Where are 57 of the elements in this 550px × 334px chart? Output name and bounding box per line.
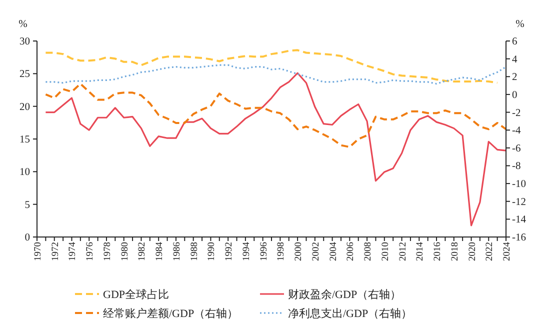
y2-tick-label: -8 [512, 161, 521, 172]
y-tick-label: 5 [24, 200, 30, 211]
y2-tick-label: -6 [512, 143, 521, 154]
y-tick-label: 15 [20, 134, 30, 146]
legend-label: 净利息支出/GDP（右轴） [288, 307, 412, 320]
x-tick-label: 2020 [468, 242, 478, 261]
y2-tick-label: -2 [512, 108, 521, 119]
y2-tick-label: -10 [512, 179, 526, 190]
y2-tick-label: 4 [512, 54, 518, 66]
line-series [44, 64, 507, 85]
line-series [44, 82, 507, 148]
legend-label: 财政盈余/GDP（右轴） [288, 288, 402, 301]
x-tick-label: 2012 [398, 242, 408, 261]
y2-tick-label: -12 [512, 196, 526, 208]
y2-tick-label: -4 [512, 126, 522, 137]
x-tick-label: 1996 [259, 242, 270, 261]
x-tick-label: 2016 [433, 242, 444, 261]
line-series [44, 49, 498, 84]
x-tick-label: 1970 [34, 242, 44, 261]
x-tick-label: 2024 [502, 242, 512, 261]
x-tick-label: 2000 [294, 242, 304, 261]
x-tick-label: 2004 [328, 242, 339, 261]
x-tick-label: 1978 [102, 242, 113, 261]
y-tick-label: 30 [20, 36, 30, 48]
y2-tick-label: 2 [512, 72, 518, 84]
x-tick-label: 1982 [138, 242, 148, 261]
x-tick-label: 2006 [346, 242, 356, 261]
x-tick-label: 1984 [155, 242, 166, 261]
x-tick-label: 1988 [190, 242, 200, 261]
x-tick-label: 1976 [86, 242, 96, 261]
y-tick-label: 25 [20, 69, 30, 80]
x-tick-label: 1986 [172, 242, 182, 261]
y-tick-label: 20 [20, 102, 30, 113]
y2-tick-label: -14 [512, 214, 527, 226]
y2-tick-label: -16 [512, 232, 526, 244]
x-tick-label: 1994 [242, 242, 252, 261]
x-tick-label: 2002 [311, 242, 322, 261]
x-tick-label: 2022 [485, 242, 496, 261]
y2-tick-label: 6 [512, 36, 518, 48]
y-tick-label: 10 [20, 167, 30, 178]
x-tick-label: 2014 [416, 242, 426, 261]
x-tick-label: 1980 [120, 242, 130, 261]
legend-label: 经常账户差额/GDP（右轴） [103, 307, 238, 320]
y2-tick-label: 0 [512, 90, 518, 101]
x-tick-label: 2010 [380, 242, 391, 261]
y-tick-label: 0 [24, 232, 30, 244]
x-tick-label: 1974 [68, 242, 78, 261]
x-tick-label: 1998 [276, 242, 287, 261]
line-series [44, 72, 507, 226]
x-tick-label: 1990 [207, 242, 218, 261]
y-axis-title: % [18, 19, 28, 30]
x-tick-label: 2008 [364, 242, 374, 261]
x-tick-label: 1972 [50, 242, 61, 261]
x-tick-label: 1992 [224, 242, 235, 261]
y2-axis-title: % [516, 19, 525, 30]
x-tick-label: 2018 [450, 242, 460, 261]
legend-label: GDP全球占比 [103, 288, 170, 301]
